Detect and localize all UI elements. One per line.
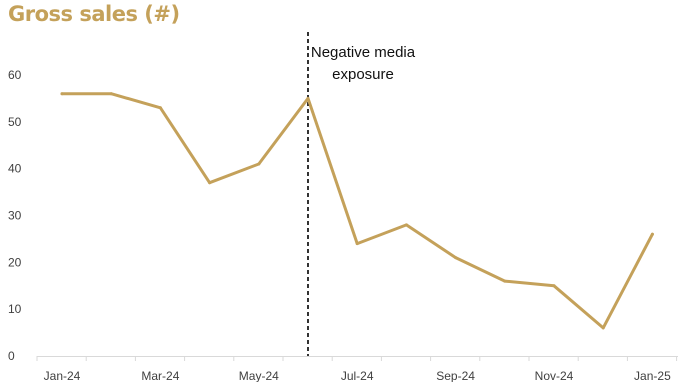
data-point-Oct-24: [503, 279, 507, 283]
data-point-Dec-24: [601, 326, 605, 330]
data-point-Feb-24: [109, 92, 113, 96]
data-point-Jan-25: [650, 232, 654, 236]
x-tick-label: Mar-24: [141, 369, 179, 382]
y-tick-label: 60: [8, 68, 22, 82]
y-tick-label: 10: [8, 302, 22, 316]
y-tick-label: 0: [8, 349, 15, 363]
chart-title: Gross sales (#): [8, 2, 180, 26]
series-line-1: [60, 92, 654, 330]
x-tick-label: Jan-24: [44, 369, 81, 382]
series: [60, 92, 654, 330]
y-tick-label: 50: [8, 115, 22, 129]
data-point-Sep-24: [454, 256, 458, 260]
data-point-Jan-24: [60, 92, 64, 96]
x-tick-label: Jul-24: [341, 369, 374, 382]
annotation-label-line1: Negative media: [311, 44, 416, 61]
x-tick-label: Nov-24: [535, 369, 574, 382]
data-point-Mar-24: [158, 106, 162, 110]
y-tick-label: 30: [8, 209, 22, 223]
y-tick-label: 20: [8, 255, 22, 269]
data-point-Jun-24: [306, 96, 310, 100]
data-point-May-24: [257, 162, 261, 166]
annotation: Negative media exposure: [307, 32, 416, 356]
x-tick-label: Sep-24: [436, 369, 475, 382]
annotation-label-line2: exposure: [332, 66, 394, 83]
axes: 0 10 20 30 40 50 60 Jan-24 Mar-24 May-24 Jul-24 Sep…: [8, 68, 678, 382]
y-tick-label: 40: [8, 162, 22, 176]
data-point-Nov-24: [552, 284, 556, 288]
x-tick-label: Jan-25: [634, 369, 671, 382]
data-point-Jul-24: [355, 242, 359, 246]
data-point-Apr-24: [208, 181, 212, 185]
data-point-Aug-24: [404, 223, 408, 227]
x-tick-label: May-24: [239, 369, 279, 382]
